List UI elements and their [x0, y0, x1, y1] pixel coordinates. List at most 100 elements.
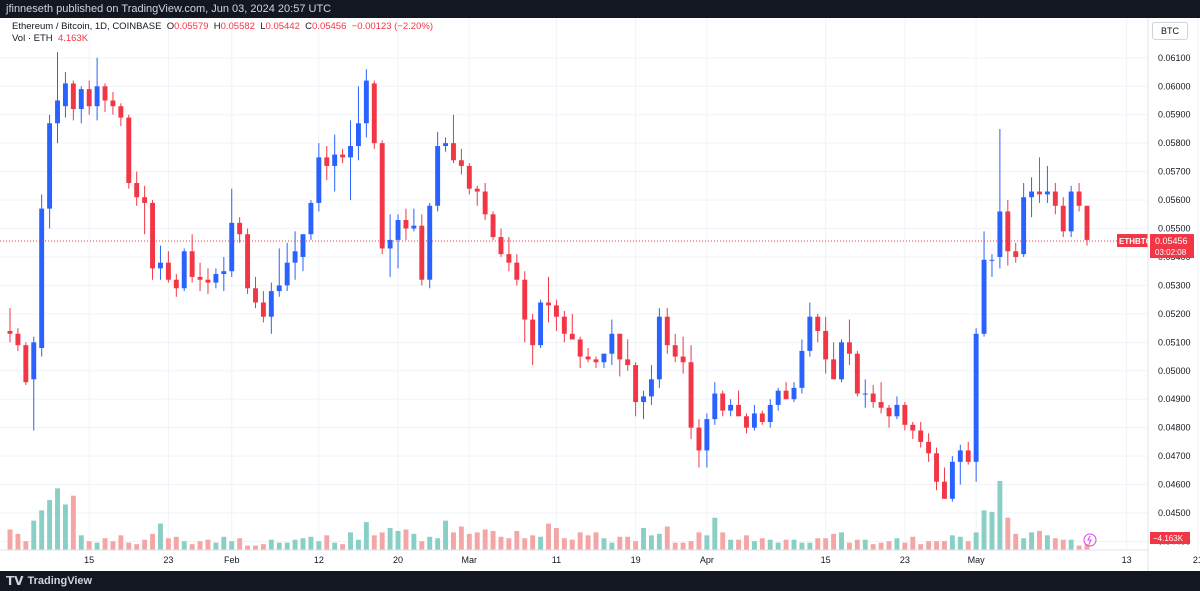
candle-body: [260, 302, 266, 317]
volume-bar: [609, 542, 615, 550]
candle-body: [744, 416, 749, 428]
last-price-value: 0.05456: [1155, 236, 1188, 246]
candle-body: [213, 274, 219, 283]
volume-bar: [126, 542, 132, 550]
candle-body: [656, 316, 662, 380]
candle-body: [39, 208, 45, 349]
candle-body: [268, 291, 274, 317]
volume-bar: [989, 511, 995, 550]
legend-close-value: 0.05456: [312, 21, 347, 32]
candle-body: [601, 353, 607, 363]
candle-body: [419, 225, 425, 280]
volume-bar: [118, 535, 124, 550]
volume-bar: [466, 533, 472, 550]
volume-bar: [78, 535, 84, 550]
volume-bar: [751, 541, 757, 550]
candle-body: [648, 379, 654, 397]
candle-body: [1052, 191, 1058, 206]
x-tick-label: 11: [552, 555, 561, 565]
volume-bar: [942, 541, 947, 550]
volume-bar: [973, 532, 979, 550]
y-tick-label: 0.05800: [1158, 138, 1191, 148]
candle-body: [466, 165, 472, 189]
candle-body: [728, 404, 734, 411]
volume-bar: [340, 544, 346, 550]
candle-body: [989, 259, 995, 261]
legend-volume-label[interactable]: Vol · ETH: [12, 33, 53, 44]
footer-bar: 𝗧𝗩 TradingView: [0, 571, 1200, 591]
legend-close-label: C: [305, 21, 313, 32]
x-tick-label: May: [968, 555, 986, 565]
volume-bar: [1021, 538, 1027, 550]
volume-bar: [910, 536, 916, 550]
candle-body: [530, 319, 536, 346]
volume-bar: [158, 523, 163, 550]
candle-body: [894, 404, 900, 417]
x-tick-label: Feb: [224, 555, 240, 565]
tradingview-logo[interactable]: 𝗧𝗩 TradingView: [6, 571, 92, 591]
volume-bar: [712, 517, 718, 550]
candle-body: [62, 83, 68, 107]
candle-body: [775, 390, 781, 405]
volume-bar: [601, 538, 607, 550]
volume-bar: [530, 535, 536, 550]
volume-bar: [997, 481, 1003, 550]
candle-body: [142, 197, 148, 203]
volume-bar: [1076, 545, 1082, 550]
candle-body: [126, 117, 132, 184]
volume-bar: [1013, 533, 1019, 550]
candle-body: [902, 404, 908, 425]
candle-body: [546, 302, 551, 306]
volume-bar: [205, 539, 211, 550]
tradingview-icon: 𝗧𝗩: [6, 574, 24, 588]
candle-body: [759, 413, 765, 422]
candle-body: [102, 86, 108, 101]
volume-bar: [308, 536, 314, 550]
candle-body: [7, 330, 13, 334]
volume-bar: [237, 538, 243, 550]
volume-bar: [704, 535, 710, 550]
currency-button[interactable]: BTC: [1152, 22, 1188, 40]
volume-bar: [815, 538, 821, 550]
published-text: jfinneseth published on TradingView.com,…: [6, 3, 332, 15]
candle-body: [617, 333, 623, 360]
candle-body: [577, 339, 583, 357]
candle-body: [831, 359, 837, 380]
volume-bar: [324, 535, 330, 550]
x-tick-label: 12: [314, 555, 324, 565]
volume-bar: [506, 538, 512, 550]
lightning-icon[interactable]: [1083, 533, 1097, 547]
candle-body: [918, 430, 924, 442]
candle-body: [553, 305, 559, 317]
volume-bar: [696, 532, 702, 550]
legend-high-value: 0.05582: [220, 21, 255, 32]
x-tick-label: 21: [1193, 555, 1200, 565]
candle-body: [165, 262, 171, 280]
candle-body: [672, 345, 678, 357]
candle-body: [458, 160, 464, 166]
candle-body: [664, 316, 670, 346]
candle-body: [158, 262, 163, 269]
legend-symbol[interactable]: Ethereum / Bitcoin, 1D, COINBASE: [12, 21, 162, 32]
candle-body: [625, 359, 631, 366]
price-chart[interactable]: 0.06100 0.06000 0.05900 0.05800 0.05700 0.056…: [0, 18, 1200, 571]
candle-body: [609, 333, 615, 354]
volume-bar: [181, 541, 187, 550]
candle-body: [846, 342, 852, 354]
y-tick-label: 0.04500: [1158, 508, 1191, 518]
volume-bar: [949, 535, 955, 550]
volume-bar: [546, 523, 551, 550]
candle-body: [926, 441, 932, 454]
candle-body: [751, 413, 757, 428]
volume-bar: [363, 522, 369, 550]
volume-bar: [870, 544, 876, 550]
y-tick-label: 0.05000: [1158, 366, 1191, 376]
candle-body: [355, 123, 361, 147]
volume-bar: [379, 532, 385, 550]
volume-bar: [1068, 539, 1074, 550]
volume-bar: [173, 536, 179, 550]
volume-bar: [918, 544, 924, 550]
candle-body: [973, 333, 979, 462]
volume-bar: [561, 538, 567, 550]
candle-body: [522, 279, 528, 320]
